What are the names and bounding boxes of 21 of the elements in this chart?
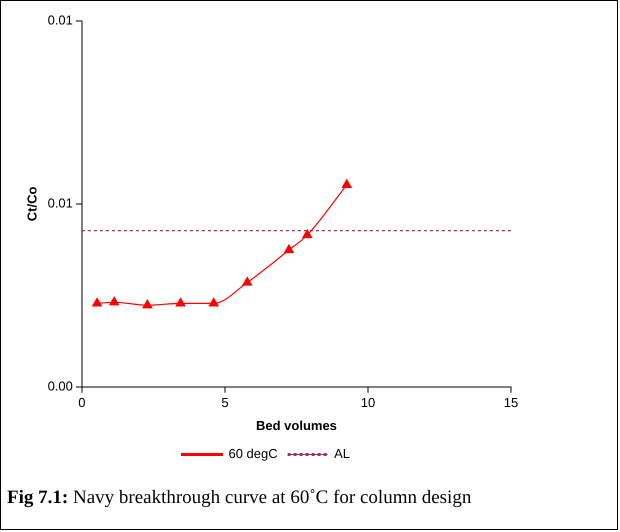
caption: Fig 7.1: Navy breakthrough curve at 60˚C for column design bbox=[7, 487, 472, 509]
x-axis-title: Bed volumes bbox=[256, 418, 337, 433]
point bbox=[92, 298, 102, 306]
legend-label: 60 degC bbox=[228, 446, 278, 462]
y-tick-label: 0.00 bbox=[48, 378, 73, 394]
legend-label: AL bbox=[334, 446, 350, 462]
x-tick-label: 10 bbox=[360, 395, 376, 410]
point bbox=[208, 298, 219, 306]
point bbox=[176, 298, 186, 306]
y-tick-label: 0.01 bbox=[48, 12, 73, 28]
point bbox=[342, 179, 352, 188]
x-tick-label: 0 bbox=[78, 395, 86, 410]
x-tick-label: 15 bbox=[504, 395, 518, 410]
x-tick-label: 5 bbox=[221, 395, 229, 410]
y-axis-title: Ct/Co bbox=[24, 186, 40, 222]
point bbox=[284, 244, 294, 254]
point bbox=[302, 229, 312, 238]
point bbox=[142, 300, 152, 308]
point bbox=[109, 296, 120, 306]
y-tick-label: 0.01 bbox=[48, 195, 73, 210]
point bbox=[242, 276, 252, 286]
